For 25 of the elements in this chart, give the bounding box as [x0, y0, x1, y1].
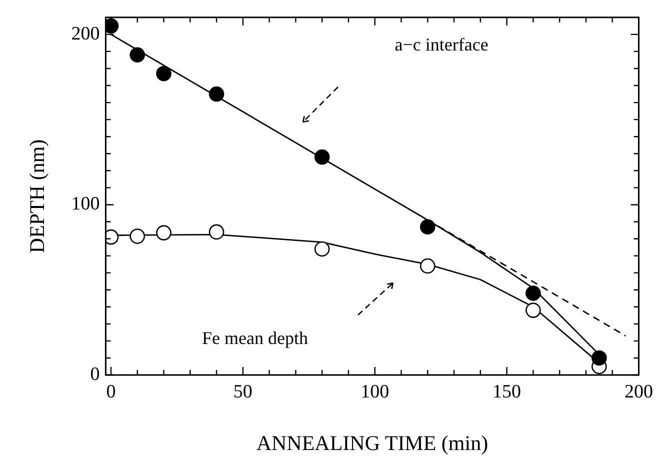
- annotation: Fe mean depth: [202, 328, 308, 348]
- point: [526, 302, 541, 318]
- point: [208, 224, 224, 240]
- point: [130, 228, 146, 244]
- y-axis-title: DEPTH (nm): [25, 139, 50, 254]
- point: [208, 86, 224, 102]
- point: [526, 286, 541, 301]
- annotation: a−c interface: [394, 34, 488, 55]
- point: [156, 66, 172, 82]
- point: [130, 47, 146, 63]
- point: [314, 149, 330, 165]
- x-tick-label: 0: [106, 381, 116, 402]
- y-tick-label: 100: [71, 194, 100, 215]
- y-tick-label: 0: [90, 364, 100, 385]
- point: [314, 241, 330, 257]
- y-tick-label: 200: [71, 23, 100, 44]
- point: [592, 350, 607, 366]
- x-tick-label: 50: [233, 381, 252, 402]
- x-tick-label: 100: [360, 381, 390, 402]
- point: [420, 258, 436, 274]
- point: [156, 225, 172, 240]
- x-tick-label: 200: [624, 381, 653, 402]
- point: [420, 219, 436, 234]
- x-tick-label: 150: [492, 381, 522, 402]
- x-axis-title: ANNEALING TIME (min): [256, 430, 488, 455]
